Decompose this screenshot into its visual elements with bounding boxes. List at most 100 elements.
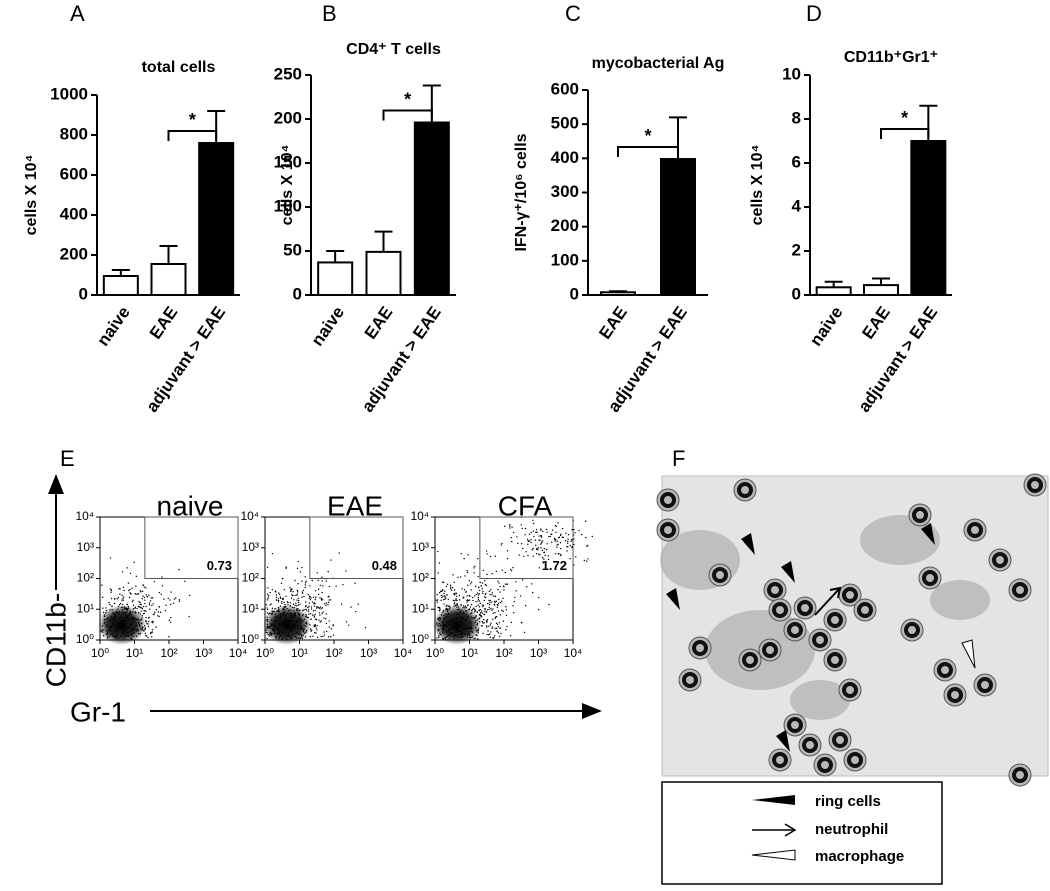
ring-cell-arrow — [921, 523, 935, 545]
y-axis-label: IFN-γ⁺/10⁶ cells — [513, 133, 530, 251]
event-dot — [451, 626, 453, 629]
event-dot — [122, 623, 124, 626]
event-dot — [301, 566, 303, 569]
event-dot — [267, 587, 269, 589]
event-dot — [321, 591, 323, 594]
event-dot — [583, 559, 586, 562]
event-dot — [269, 625, 272, 627]
event-dot — [273, 622, 275, 625]
event-dot — [110, 597, 113, 600]
event-dot — [308, 602, 310, 604]
event-dot — [477, 596, 480, 599]
cell-nucleus — [1012, 582, 1028, 598]
event-dot — [302, 613, 304, 616]
event-dot — [325, 613, 327, 615]
event-dot — [121, 608, 124, 611]
event-dot — [532, 530, 534, 532]
event-dot — [496, 623, 499, 626]
event-dot — [567, 540, 569, 543]
event-dot — [456, 595, 458, 597]
event-dot — [115, 615, 118, 618]
y-tick-label: 400 — [551, 148, 579, 167]
event-dot — [279, 625, 281, 627]
event-dot — [502, 610, 504, 612]
event-dot — [131, 638, 133, 640]
event-dot — [315, 632, 317, 634]
event-dot — [303, 609, 305, 611]
event-dot — [288, 623, 291, 626]
event-dot — [291, 627, 293, 629]
event-dot — [554, 540, 556, 542]
event-dot — [438, 622, 440, 625]
event-dot — [466, 601, 468, 603]
event-dot — [132, 604, 135, 606]
event-dot — [101, 584, 103, 586]
event-dot — [296, 567, 299, 570]
event-dot — [109, 557, 112, 559]
event-dot — [281, 598, 284, 600]
event-dot — [481, 610, 483, 612]
event-dot — [303, 624, 305, 627]
event-dot — [485, 611, 487, 613]
event-dot — [113, 615, 116, 618]
panel-letter: C — [565, 1, 581, 26]
event-dot — [528, 533, 531, 535]
event-dot — [143, 612, 145, 615]
event-dot — [315, 607, 318, 609]
event-dot — [300, 635, 302, 637]
event-dot — [459, 576, 462, 578]
event-dot — [266, 637, 268, 640]
event-dot — [460, 604, 462, 606]
event-dot — [497, 610, 500, 612]
event-dot — [575, 556, 577, 558]
event-dot — [448, 605, 451, 607]
event-dot — [500, 632, 502, 635]
event-dot — [438, 591, 441, 594]
event-dot — [327, 601, 330, 604]
event-dot — [520, 595, 522, 597]
event-dot — [106, 624, 108, 626]
event-dot — [274, 625, 276, 628]
event-dot — [510, 621, 513, 624]
event-dot — [163, 598, 165, 600]
event-dot — [289, 621, 291, 624]
event-dot — [472, 599, 474, 602]
event-dot — [497, 588, 499, 591]
event-dot — [169, 599, 171, 601]
event-dot — [466, 636, 469, 638]
event-dot — [125, 628, 127, 630]
event-dot — [113, 602, 116, 605]
event-dot — [277, 607, 280, 609]
event-dot — [492, 608, 494, 610]
event-dot — [454, 604, 457, 607]
event-dot — [467, 604, 469, 607]
event-dot — [153, 613, 155, 615]
event-dot — [439, 632, 441, 635]
event-dot — [484, 608, 486, 610]
event-dot — [289, 637, 291, 640]
significance-label: * — [189, 110, 196, 130]
event-dot — [147, 623, 149, 625]
event-dot — [109, 620, 111, 622]
event-dot — [292, 594, 294, 597]
event-dot — [309, 585, 311, 587]
event-dot — [284, 627, 286, 630]
cell-nucleus — [787, 622, 803, 638]
event-dot — [542, 561, 544, 563]
event-dot — [135, 618, 138, 621]
event-dot — [489, 593, 491, 596]
y-tick-label: 8 — [792, 108, 801, 127]
y-tick-label: 0 — [79, 284, 88, 303]
event-dot — [490, 607, 492, 610]
y-tick-label: 600 — [60, 164, 88, 183]
cell-nucleus — [827, 612, 843, 628]
event-dot — [479, 614, 481, 617]
event-dot — [283, 605, 285, 608]
event-dot — [570, 540, 572, 543]
event-dot — [557, 536, 560, 539]
event-dot — [279, 633, 281, 636]
event-dot — [547, 555, 549, 557]
event-dot — [322, 585, 324, 587]
event-dot — [145, 621, 147, 623]
event-dot — [345, 570, 347, 572]
